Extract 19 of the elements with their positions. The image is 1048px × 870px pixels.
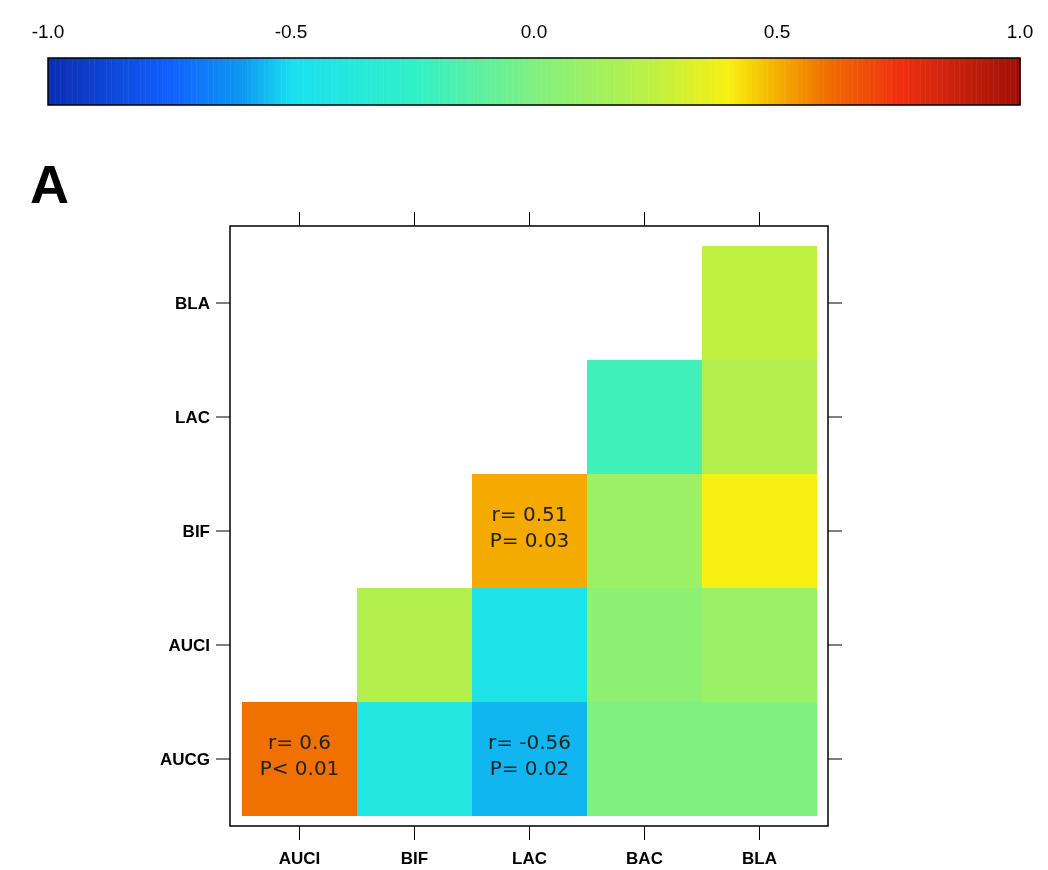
x-tick-label: BIF	[400, 849, 429, 868]
color-bar-label: -0.5	[274, 21, 308, 42]
color-bar-label: 0.5	[763, 21, 791, 42]
x-tick-label: AUCI	[278, 849, 321, 868]
y-tick-label: BLA	[175, 294, 210, 313]
y-tick-label: LAC	[175, 408, 210, 427]
y-tick-label: AUCI	[168, 636, 210, 655]
x-tick-label: BAC	[626, 849, 663, 868]
color-bar-label: 0.0	[520, 21, 548, 42]
x-tick-label: BLA	[742, 849, 777, 868]
data-label: r= -0.56 P= 0.02	[487, 730, 572, 780]
color-bar-label: 1.0	[1006, 21, 1034, 42]
data-label: r= 0.6 P< 0.01	[259, 730, 340, 780]
x-tick-label: LAC	[512, 849, 547, 868]
y-tick-label: BIF	[182, 522, 210, 541]
data-label: r= 0.51 P= 0.03	[489, 502, 570, 552]
y-tick-label: AUCG	[159, 750, 210, 769]
chart-title: A	[30, 154, 69, 214]
color-bar-label: -1.0	[31, 21, 65, 42]
